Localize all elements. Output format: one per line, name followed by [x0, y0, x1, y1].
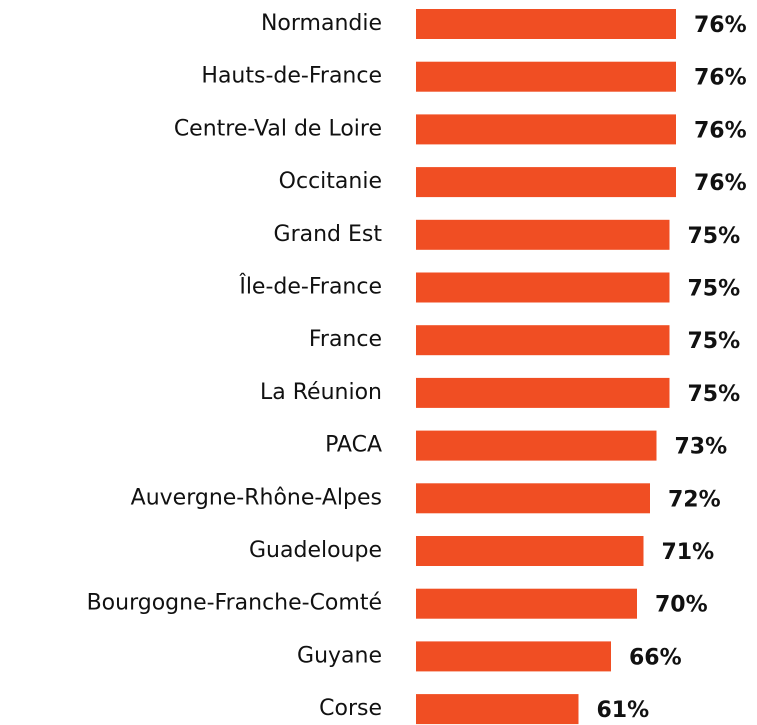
category-label: Corse	[319, 696, 382, 721]
value-label: 75%	[688, 382, 741, 407]
value-label: 70%	[655, 593, 708, 618]
value-label: 76%	[694, 13, 747, 38]
bar	[416, 377, 670, 408]
bar	[416, 272, 670, 303]
category-label: Occitanie	[279, 169, 382, 194]
category-label: Île-de-France	[238, 274, 382, 300]
category-label: France	[309, 327, 382, 352]
category-label: Normandie	[261, 11, 382, 36]
bar	[416, 483, 650, 514]
category-label: Centre-Val de Loire	[174, 116, 382, 141]
value-label: 75%	[688, 224, 741, 249]
bar	[416, 61, 676, 92]
category-label: Grand Est	[274, 222, 383, 247]
bar	[416, 588, 637, 619]
bar	[416, 167, 676, 198]
bar	[416, 325, 670, 356]
value-label: 76%	[694, 66, 747, 91]
value-label: 75%	[688, 277, 741, 302]
value-label: 75%	[688, 329, 741, 354]
category-label: La Réunion	[260, 380, 382, 405]
value-label: 73%	[675, 435, 728, 460]
value-label: 71%	[662, 540, 715, 565]
category-label: Hauts-de-France	[201, 64, 382, 89]
bar	[416, 9, 676, 39]
category-label: Guyane	[297, 643, 382, 668]
bar	[416, 694, 579, 725]
bar	[416, 114, 676, 145]
value-label: 76%	[694, 118, 747, 143]
bar	[416, 430, 657, 461]
category-label: Auvergne-Rhône-Alpes	[131, 485, 382, 510]
value-label: 66%	[629, 645, 682, 670]
value-label: 61%	[597, 698, 650, 723]
bar	[416, 536, 644, 566]
bar	[416, 641, 611, 672]
value-label: 76%	[694, 171, 747, 196]
category-label: Guadeloupe	[249, 538, 382, 563]
category-label: PACA	[325, 433, 382, 458]
category-label: Bourgogne-Franche-Comté	[87, 591, 382, 616]
bar	[416, 219, 670, 250]
value-label: 72%	[668, 487, 721, 512]
